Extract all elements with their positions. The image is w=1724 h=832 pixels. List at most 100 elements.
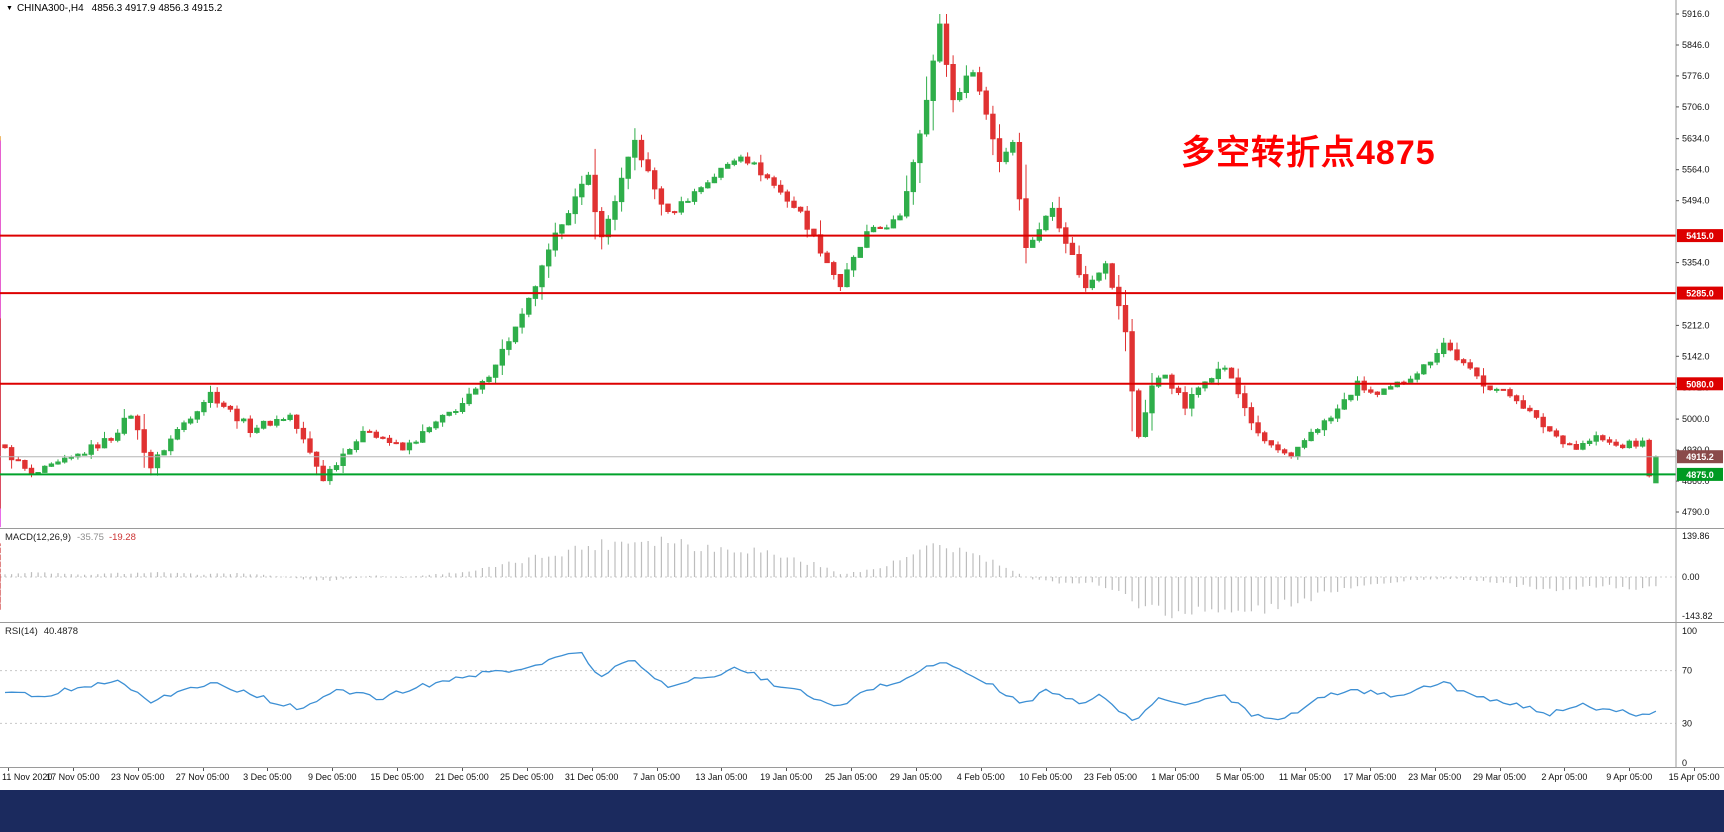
candle-body[interactable] [910,162,916,193]
candle-body[interactable] [194,411,201,420]
candle-body[interactable] [831,262,837,276]
candle-body[interactable] [1116,286,1122,307]
candle-body[interactable] [890,219,897,229]
candle-body[interactable] [1010,142,1016,153]
candle-body[interactable] [1374,391,1381,395]
candle-body[interactable] [300,427,307,440]
candle-body[interactable] [791,200,797,208]
candle-body[interactable] [81,453,88,456]
panel-separator-macd-rsi[interactable] [0,622,1724,623]
candle-body[interactable] [280,419,287,421]
candle-body[interactable] [1049,207,1056,217]
candle-body[interactable] [294,414,300,429]
candle-body[interactable] [884,227,890,230]
candle-body[interactable] [1182,392,1188,409]
candle-body[interactable] [685,200,691,203]
candle-body[interactable] [751,162,757,165]
candle-body[interactable] [923,99,930,135]
candle-body[interactable] [579,183,585,198]
candle-body[interactable] [1069,242,1076,256]
candle-body[interactable] [307,438,313,453]
candle-body[interactable] [957,92,963,101]
candle-body[interactable] [976,72,983,92]
candle-body[interactable] [645,159,651,172]
candle-body[interactable] [42,465,48,473]
candle-body[interactable] [625,156,631,179]
candle-body[interactable] [115,432,121,441]
candle-body[interactable] [638,139,645,161]
candle-body[interactable] [1600,435,1606,441]
candle-body[interactable] [506,341,512,350]
candle-body[interactable] [1076,254,1082,276]
candle-body[interactable] [1262,432,1268,442]
candle-body[interactable] [937,23,943,62]
candle-body[interactable] [1102,263,1109,274]
candle-body[interactable] [486,376,492,382]
candle-body[interactable] [1129,331,1135,392]
candle-body[interactable] [605,218,611,238]
candle-body[interactable] [393,442,399,445]
candle-body[interactable] [1301,440,1308,448]
candle-body[interactable] [618,177,625,203]
candle-body[interactable] [360,430,366,443]
candle-body[interactable] [267,420,273,426]
candle-body[interactable] [1149,385,1155,414]
candle-body[interactable] [778,184,784,193]
candle-body[interactable] [877,226,883,229]
candle-body[interactable] [1308,431,1314,442]
candle-body[interactable] [287,414,293,421]
candle-body[interactable] [1639,440,1646,447]
candle-body[interactable] [1096,272,1102,281]
candle-body[interactable] [1056,207,1062,229]
candle-body[interactable] [128,415,134,419]
candle-body[interactable] [1540,416,1546,428]
candle-body[interactable] [1547,426,1553,432]
candle-body[interactable] [1407,378,1414,383]
candle-body[interactable] [1441,342,1447,355]
candle-body[interactable] [1606,439,1613,443]
price-panel[interactable]: 5916.0 5846.0 5776.0 5706.0 5634.0 5564.0 5494… [0,0,1724,528]
candle-body[interactable] [930,60,936,101]
candle-body[interactable] [174,429,181,440]
candle-body[interactable] [181,422,187,430]
candle-body[interactable] [1242,393,1248,409]
candle-body[interactable] [539,265,545,288]
candle-body[interactable] [1520,400,1526,409]
candle-body[interactable] [1388,386,1394,390]
candle-body[interactable] [1023,198,1029,249]
candle-body[interactable] [1328,417,1334,422]
candle-body[interactable] [738,156,744,162]
candle-body[interactable] [1255,422,1261,434]
time-axis[interactable]: 11 Nov 2020 17 Nov 05:00 23 Nov 05:00 27 No… [0,768,1724,790]
candle-body[interactable] [1460,359,1467,364]
candle-body[interactable] [612,201,618,220]
candle-body[interactable] [857,246,863,258]
candle-body[interactable] [1288,452,1294,457]
candle-body[interactable] [1381,388,1387,395]
candle-body[interactable] [996,138,1003,162]
candle-body[interactable] [1527,407,1533,412]
candle-body[interactable] [241,418,247,422]
candle-body[interactable] [519,313,525,328]
candle-body[interactable] [406,442,413,451]
panel-separator-price-macd[interactable] [0,528,1724,529]
candle-body[interactable] [1030,239,1036,248]
candle-body[interactable] [1315,429,1321,433]
candle-body[interactable] [426,427,433,433]
candle-body[interactable] [870,226,877,233]
candle-body[interactable] [168,438,174,452]
candle-body[interactable] [201,402,207,413]
candle-body[interactable] [187,418,194,424]
candle-body[interactable] [347,449,353,455]
price-chart-svg[interactable]: 5916.0 5846.0 5776.0 5706.0 5634.0 5564.0 5494… [0,0,1724,528]
candle-body[interactable] [546,249,552,267]
candle-body[interactable] [439,414,446,423]
candle-body[interactable] [512,326,519,343]
candle-body[interactable] [1215,368,1221,380]
candle-body[interactable] [453,411,459,413]
candle-body[interactable] [1169,374,1175,389]
candle-body[interactable] [665,203,671,213]
candle-body[interactable] [1016,142,1023,200]
candle-body[interactable] [227,405,234,410]
collapse-triangle-icon[interactable]: ▼ [6,5,13,12]
